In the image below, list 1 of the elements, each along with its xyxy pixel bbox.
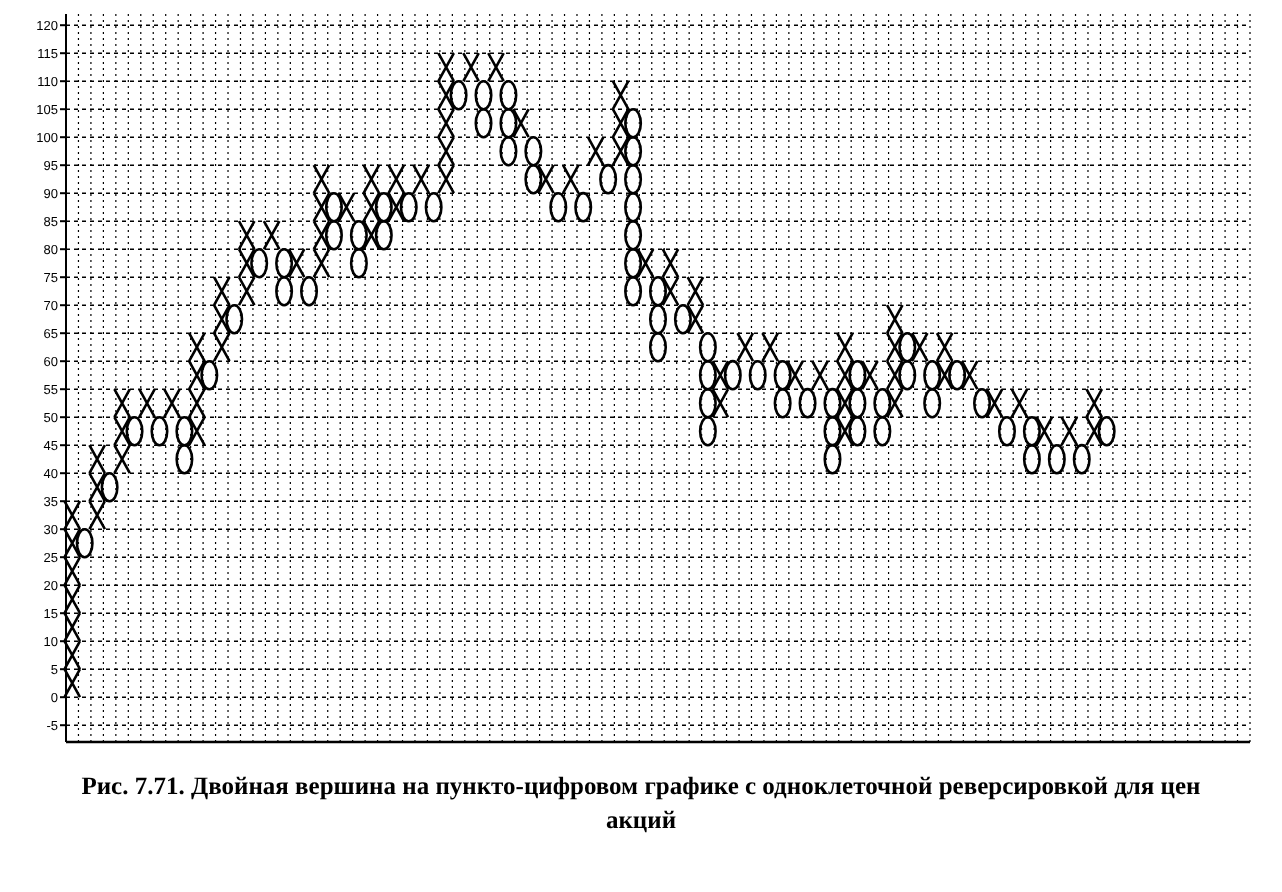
text: Рис. 7.71. Двойная вершина на пункто-цифровом графике с одноклеточной реверсировкой для цен акций bbox=[80, 770, 1202, 838]
